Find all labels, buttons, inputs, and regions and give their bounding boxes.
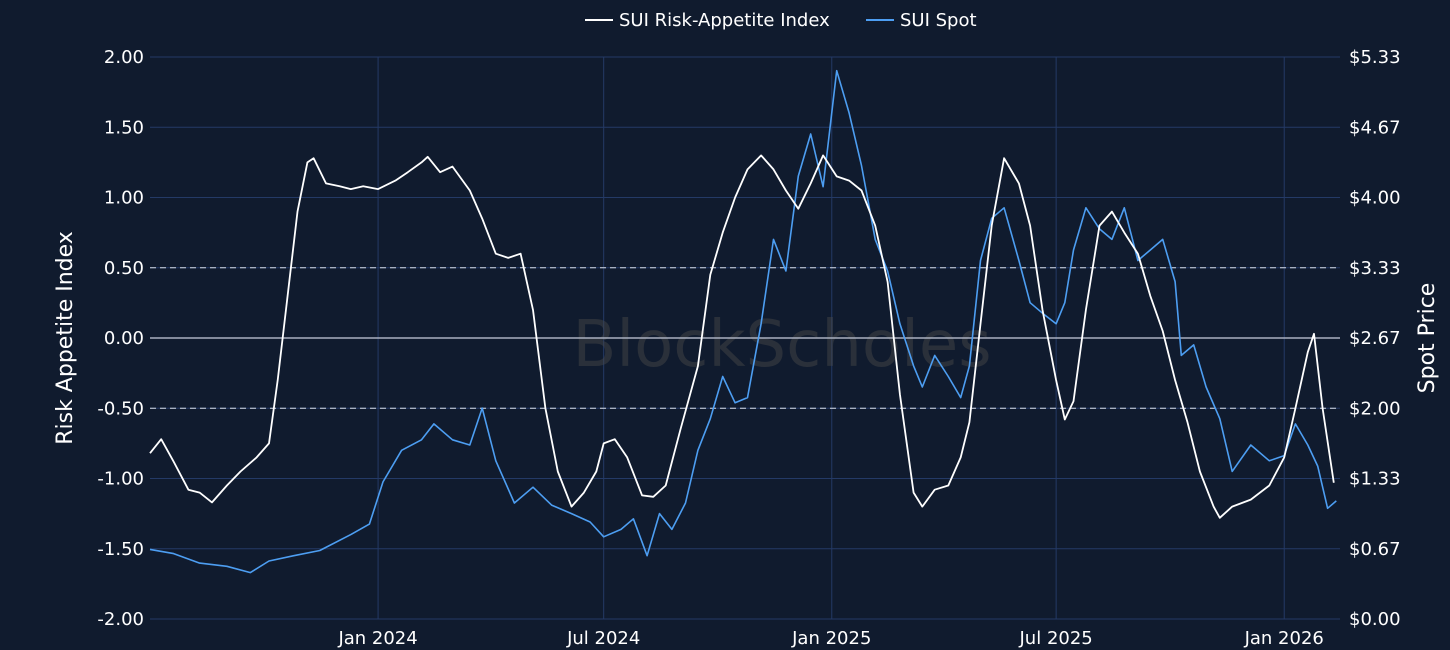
right-tick-label: $5.33: [1349, 47, 1401, 68]
reference-lines: [150, 267, 1340, 409]
right-tick-label: $2.67: [1349, 328, 1401, 349]
left-tick-label: -2.00: [97, 609, 144, 630]
legend-label-spot: SUI Spot: [900, 10, 977, 31]
left-tick-label: -1.00: [97, 469, 144, 490]
right-tick-label: $4.00: [1349, 188, 1401, 209]
x-tick-label: Jul 2025: [1019, 628, 1093, 649]
left-tick-label: 2.00: [104, 47, 144, 68]
left-tick-label: 0.00: [104, 328, 144, 349]
left-tick-label: 0.50: [104, 258, 144, 279]
index-series-line: [149, 154, 1335, 519]
right-tick-label: $1.33: [1349, 469, 1401, 490]
x-axis-ticks: Jan 2024 Jul 2024 Jan 2025 Jul 2025 Jan 2026: [337, 628, 1323, 649]
right-tick-label: $0.00: [1349, 609, 1401, 630]
left-tick-label: 1.50: [104, 117, 144, 138]
x-tick-label: Jan 2026: [1244, 628, 1324, 649]
left-axis-ticks: -2.00 -1.50 -1.00 -0.50 0.00 0.50 1.00 1.50 2.00: [97, 47, 144, 630]
right-axis-ticks: $0.00 $0.67 $1.33 $2.00 $2.67 $3.33 $4.00 $4.67…: [1349, 47, 1401, 630]
left-tick-label: 1.00: [104, 188, 144, 209]
legend: SUI Risk-Appetite Index SUI Spot: [585, 10, 977, 31]
series-lines: [149, 69, 1337, 574]
x-tick-label: Jan 2025: [791, 628, 871, 649]
right-tick-label: $3.33: [1349, 258, 1401, 279]
x-tick-label: Jul 2024: [566, 628, 640, 649]
spot-series-line: [149, 69, 1337, 574]
right-tick-label: $4.67: [1349, 117, 1401, 138]
left-tick-label: -0.50: [97, 398, 144, 419]
watermark: BlockScholes: [572, 308, 991, 382]
left-axis-title: Risk Appetite Index: [53, 231, 78, 445]
right-tick-label: $2.00: [1349, 398, 1401, 419]
legend-label-index: SUI Risk-Appetite Index: [619, 10, 830, 31]
right-tick-label: $0.67: [1349, 539, 1401, 560]
left-tick-label: -1.50: [97, 539, 144, 560]
right-axis-title: Spot Price: [1415, 283, 1440, 394]
x-tick-label: Jan 2024: [337, 628, 417, 649]
